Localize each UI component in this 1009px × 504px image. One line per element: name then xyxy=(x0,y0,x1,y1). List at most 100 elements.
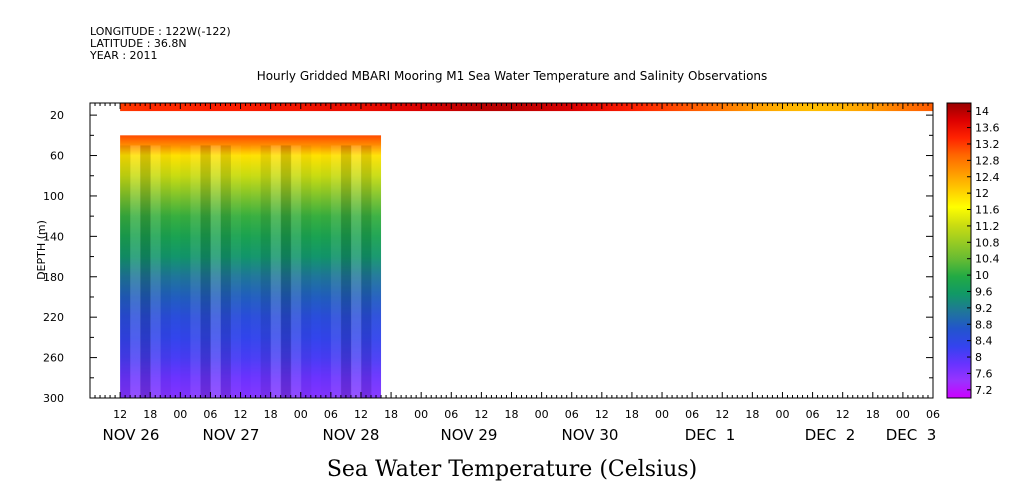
y-tick-label: 60 xyxy=(50,150,64,163)
x-hour-label: 06 xyxy=(444,408,458,421)
x-hour-label: 12 xyxy=(474,408,488,421)
colorbar xyxy=(947,103,971,398)
temperature-variation-overlay xyxy=(120,145,382,398)
y-tick-label: 260 xyxy=(43,352,64,365)
variation-stripe xyxy=(160,145,171,398)
x-hour-label: 00 xyxy=(896,408,910,421)
y-tick-label: 220 xyxy=(43,311,64,324)
colorbar-label: 9.2 xyxy=(975,302,993,315)
x-hour-label: 12 xyxy=(595,408,609,421)
x-day-label: NOV 30 xyxy=(562,426,619,444)
colorbar-label: 12.8 xyxy=(975,154,1000,167)
colorbar-label: 8.8 xyxy=(975,318,993,331)
plot-frame xyxy=(89,102,934,399)
x-day-label: DEC 3 xyxy=(886,426,937,444)
x-hour-label: 12 xyxy=(113,408,127,421)
colorbar-label: 10.8 xyxy=(975,236,1000,249)
x-day-label: NOV 28 xyxy=(323,426,380,444)
variation-stripe xyxy=(300,145,312,398)
variation-stripe xyxy=(220,145,231,398)
variation-stripe xyxy=(371,145,382,398)
variation-stripe xyxy=(340,145,352,398)
colorbar-label: 8 xyxy=(975,351,982,364)
colorbar-label: 14 xyxy=(975,105,989,118)
colorbar-label: 13.6 xyxy=(975,122,1000,135)
x-day-label: NOV 29 xyxy=(441,426,498,444)
x-hour-label: 18 xyxy=(745,408,759,421)
x-hour-label: 12 xyxy=(715,408,729,421)
x-hour-label: 12 xyxy=(836,408,850,421)
variation-stripe xyxy=(270,145,282,398)
variation-stripe xyxy=(150,145,161,398)
x-day-label: DEC 1 xyxy=(685,426,736,444)
colorbar-label: 12.4 xyxy=(975,171,1000,184)
variation-stripe xyxy=(280,145,292,398)
y-axis: 20 60 100 140 180 220 260 300 xyxy=(43,109,933,405)
deep-temperature-field xyxy=(120,135,382,398)
variation-stripe xyxy=(120,145,131,398)
x-hour-label: 18 xyxy=(625,408,639,421)
colorbar-label: 11.6 xyxy=(975,204,1000,217)
colorbar-label: 9.6 xyxy=(975,285,993,298)
variation-stripe xyxy=(330,145,342,398)
x-hour-label: 00 xyxy=(294,408,308,421)
x-hour-label: 18 xyxy=(866,408,880,421)
x-hour-label: 06 xyxy=(565,408,579,421)
surface-temperature-band xyxy=(120,103,934,112)
x-hour-label: 18 xyxy=(505,408,519,421)
variation-stripe xyxy=(210,145,221,398)
x-hour-label: 00 xyxy=(414,408,428,421)
x-hour-label: 06 xyxy=(685,408,699,421)
variation-stripe xyxy=(311,145,322,398)
colorbar-frame xyxy=(946,102,972,399)
y-tick-label: 180 xyxy=(43,271,64,284)
x-hour-label: 18 xyxy=(143,408,157,421)
variation-stripe xyxy=(321,145,332,398)
x-hour-label: 00 xyxy=(535,408,549,421)
colorbar-label: 10 xyxy=(975,269,989,282)
x-day-label: NOV 26 xyxy=(103,426,160,444)
colorbar-label: 13.2 xyxy=(975,138,1000,151)
y-tick-label: 100 xyxy=(43,190,64,203)
x-day-label: NOV 27 xyxy=(203,426,260,444)
y-axis-label: DEPTH (m) xyxy=(35,220,48,280)
variation-stripe xyxy=(230,145,242,398)
x-axis: 12 18 00 06 12 18 00 06 12 18 00 06 12 18 00 06 12 18 00 06… xyxy=(89,103,940,444)
variation-stripe xyxy=(140,145,151,398)
chart-title: Hourly Gridded MBARI Mooring M1 Sea Wate… xyxy=(257,69,768,83)
variation-stripe xyxy=(200,145,211,398)
x-hour-label: 06 xyxy=(324,408,338,421)
x-day-label: DEC 2 xyxy=(805,426,856,444)
variation-stripe xyxy=(260,145,272,398)
x-hour-label: 12 xyxy=(354,408,368,421)
variation-stripe xyxy=(251,145,262,398)
colorbar-ticks: 7.2 7.6 8 8.4 8.8 9.2 9.6 10 10.4 10.8 11.2 11.6 12 1… xyxy=(967,105,1000,397)
x-hour-label: 18 xyxy=(264,408,278,421)
x-hour-label: 00 xyxy=(655,408,669,421)
y-tick-label: 300 xyxy=(43,392,64,405)
colorbar-label: 11.2 xyxy=(975,220,1000,233)
colorbar-label: 10.4 xyxy=(975,253,1000,266)
longitude-label: LONGITUDE : 122W(-122) xyxy=(90,25,231,38)
y-tick-label: 140 xyxy=(43,230,64,243)
variation-stripe xyxy=(190,145,201,398)
x-hour-label: 06 xyxy=(203,408,217,421)
variation-stripe xyxy=(350,145,362,398)
x-hour-label: 12 xyxy=(234,408,248,421)
variation-stripe xyxy=(290,145,302,398)
y-tick-label: 20 xyxy=(50,109,64,122)
variation-stripe xyxy=(241,145,252,398)
colorbar-label: 7.6 xyxy=(975,367,993,380)
variation-stripe xyxy=(360,145,372,398)
x-hour-label: 00 xyxy=(775,408,789,421)
colorbar-label: 7.2 xyxy=(975,384,993,397)
x-hour-label: 18 xyxy=(384,408,398,421)
year-label: YEAR : 2011 xyxy=(89,49,158,62)
variation-stripe xyxy=(130,145,141,398)
x-hour-label: 06 xyxy=(806,408,820,421)
latitude-label: LATITUDE : 36.8N xyxy=(90,37,187,50)
colorbar-label: 12 xyxy=(975,187,989,200)
variation-stripe xyxy=(180,145,191,398)
footer-title: Sea Water Temperature (Celsius) xyxy=(327,457,697,482)
